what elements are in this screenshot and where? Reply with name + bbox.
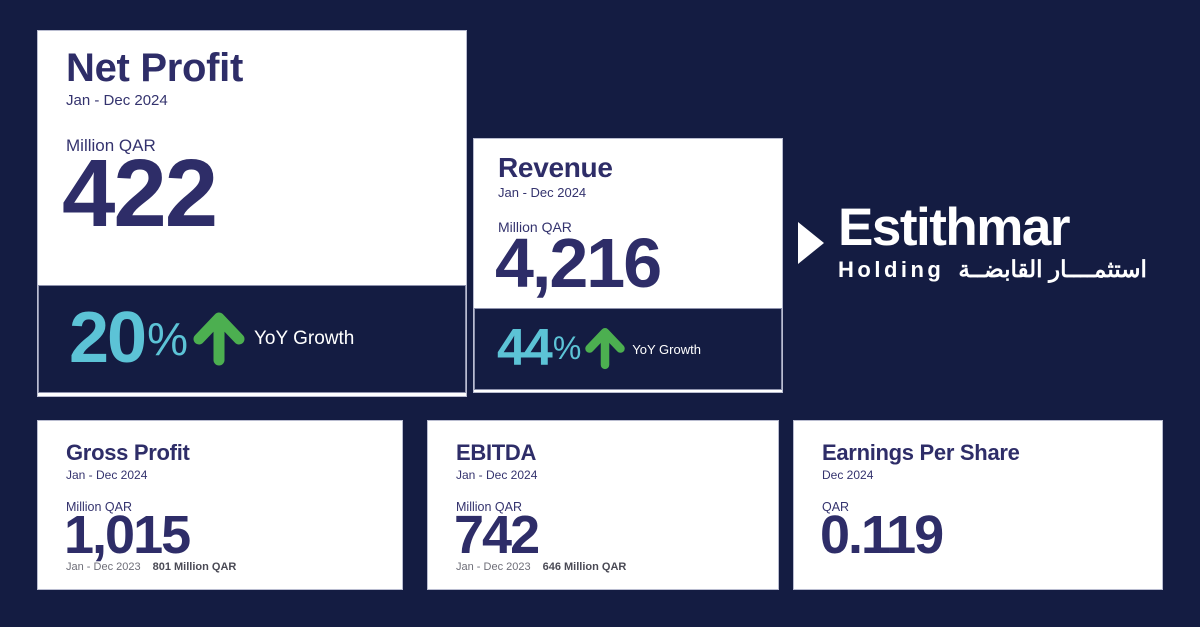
play-triangle-icon [798, 222, 824, 264]
brand-subline: Holding استثمــــار القابضــة [838, 256, 1147, 283]
ebitda-period: Jan - Dec 2024 [456, 468, 538, 483]
revenue-title: Revenue [498, 152, 613, 183]
brand-logo: Estithmar Holding استثمــــار القابضــة [798, 198, 1164, 288]
gross-profit-period: Jan - Dec 2024 [66, 468, 148, 483]
net-profit-title: Net Profit [66, 46, 244, 90]
eps-value: 0.119 [820, 505, 944, 566]
eps-unit: QAR [822, 500, 850, 515]
net-profit-content: Net Profit Jan - Dec 2024 Million QAR 42… [38, 31, 466, 247]
ebitda-card: EBITDA Jan - Dec 2024 Million QAR 742 Ja… [427, 420, 779, 590]
revenue-yoy-label: YoY Growth [632, 341, 701, 357]
net-profit-yoy-symbol: % [147, 312, 188, 365]
brand-name: Estithmar [838, 197, 1070, 257]
net-profit-period: Jan - Dec 2024 [66, 92, 168, 109]
revenue-yoy-symbol: % [552, 330, 582, 367]
brand-logo-wordmark: Estithmar Holding استثمــــار القابضــة [838, 197, 1147, 283]
gross-profit-card: Gross Profit Jan - Dec 2024 Million QAR … [37, 420, 403, 590]
revenue-unit: Million QAR [498, 218, 572, 235]
brand-holding-label: Holding [838, 257, 945, 283]
gross-profit-content: Gross Profit Jan - Dec 2024 Million QAR … [38, 421, 402, 566]
brand-arabic-label: استثمــــار القابضــة [958, 256, 1147, 283]
net-profit-yoy-label: YoY Growth [254, 328, 355, 349]
eps-title: Earnings Per Share [822, 440, 1020, 465]
gross-profit-prior-value: 801 Million QAR [152, 561, 237, 573]
eps-period: Dec 2024 [822, 468, 874, 483]
revenue-period: Jan - Dec 2024 [498, 185, 587, 201]
arrow-up-icon [581, 323, 629, 376]
eps-content: Earnings Per Share Dec 2024 QAR 0.119 [794, 421, 1162, 566]
revenue-value: 4,216 [495, 223, 662, 302]
ebitda-prior-row: Jan - Dec 2023 646 Million QAR [456, 561, 626, 573]
eps-card: Earnings Per Share Dec 2024 QAR 0.119 [793, 420, 1163, 590]
gross-profit-value: 1,015 [64, 505, 191, 566]
ebitda-value: 742 [454, 505, 540, 566]
ebitda-prior-label: Jan - Dec 2023 [456, 561, 531, 573]
revenue-yoy-band: 44 % YoY Growth [474, 308, 782, 390]
ebitda-content: EBITDA Jan - Dec 2024 Million QAR 742 [428, 421, 778, 566]
net-profit-value: 422 [62, 139, 218, 247]
net-profit-yoy-percent: 20 [69, 298, 147, 379]
ebitda-title: EBITDA [456, 440, 537, 465]
revenue-content: Revenue Jan - Dec 2024 Million QAR 4,216 [474, 139, 782, 302]
net-profit-unit: Million QAR [66, 135, 156, 155]
ebitda-prior-value: 646 Million QAR [542, 561, 627, 573]
gross-profit-prior-label: Jan - Dec 2023 [66, 561, 141, 573]
gross-profit-unit: Million QAR [66, 500, 132, 515]
net-profit-yoy-band: 20 % YoY Growth [38, 285, 466, 393]
gross-profit-title: Gross Profit [66, 440, 190, 465]
ebitda-unit: Million QAR [456, 500, 522, 515]
gross-profit-prior-row: Jan - Dec 2023 801 Million QAR [66, 561, 236, 573]
revenue-yoy-percent: 44 [497, 319, 553, 378]
arrow-up-icon [188, 306, 250, 373]
